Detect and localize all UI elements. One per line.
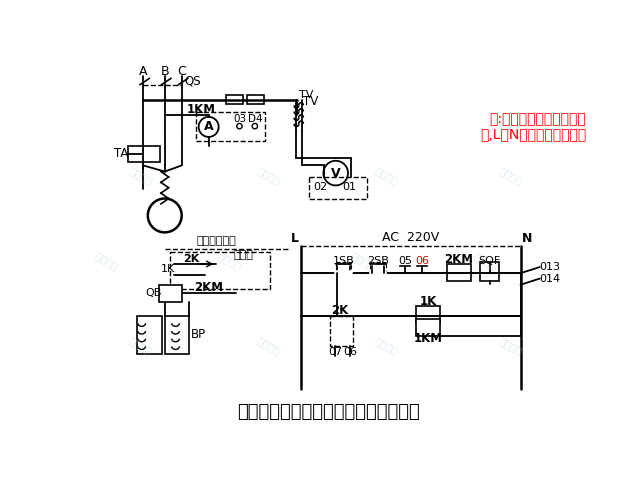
Circle shape [237,123,242,129]
Text: 源创电气: 源创电气 [127,336,154,357]
Bar [416,306,440,323]
Text: B: B [161,65,169,78]
Text: 02: 02 [313,182,328,192]
Text: A: A [204,120,214,133]
Text: 013: 013 [540,262,560,272]
Text: N: N [522,232,532,245]
Text: 03: 03 [233,114,246,124]
Text: 源创电气: 源创电气 [497,165,524,186]
Bar [336,263,351,273]
Bar [247,95,264,104]
Bar [227,95,243,104]
Bar [481,263,499,281]
Text: 1KM: 1KM [186,103,216,116]
Text: 进相器: 进相器 [234,251,253,261]
Bar [137,315,162,354]
Text: 1K: 1K [419,295,436,308]
Bar [371,263,386,273]
Circle shape [252,123,257,129]
Text: 源创电气: 源创电气 [374,336,401,357]
Text: 源创电气: 源创电气 [255,336,282,357]
Text: 014: 014 [539,274,561,284]
Text: 源创电气: 源创电气 [349,250,376,272]
Text: SQF: SQF [479,256,501,266]
Text: 01: 01 [342,182,356,192]
Circle shape [323,161,348,185]
Text: 2K: 2K [331,304,348,317]
Text: 1SB: 1SB [333,256,355,266]
Text: AC  220V: AC 220V [382,230,439,243]
Text: D4: D4 [248,114,262,124]
Text: 进相器工作原理电机电气控制线路简图: 进相器工作原理电机电气控制线路简图 [237,403,419,421]
Bar [308,177,367,199]
Bar [170,252,270,289]
Text: C: C [177,65,186,78]
Text: 1K: 1K [161,264,175,275]
Text: 2KM: 2KM [194,280,223,294]
Text: 源创电气: 源创电气 [472,250,499,272]
Text: QS: QS [184,74,201,87]
Text: 07: 07 [328,347,343,357]
Text: QB: QB [146,288,162,298]
Bar [128,146,160,162]
Circle shape [148,199,182,232]
Text: V: V [331,167,340,180]
Text: 件,L、N为图中变频主回路: 件,L、N为图中变频主回路 [481,128,587,142]
Text: A: A [139,65,147,78]
Bar [159,285,182,302]
Text: 源创电气: 源创电气 [374,165,401,186]
Bar [416,319,440,336]
Bar [196,111,265,141]
Text: 05: 05 [398,256,412,266]
Text: 2KM: 2KM [444,253,474,266]
Text: TA: TA [115,147,129,160]
Text: 源创电气: 源创电气 [93,250,120,272]
Text: 源创电气: 源创电气 [497,336,524,357]
Circle shape [198,117,219,137]
Text: 源创电气: 源创电气 [216,250,243,272]
Text: 源创电气: 源创电气 [255,165,282,186]
Text: TV: TV [300,90,314,100]
Text: 注:虚框内为进相器柜中元: 注:虚框内为进相器柜中元 [490,112,586,126]
Text: 源创电气: 源创电气 [127,165,154,186]
Text: TV: TV [303,95,319,108]
Text: 1KM: 1KM [413,332,443,345]
Bar [164,315,189,354]
Bar [447,264,471,281]
Text: 2K: 2K [183,253,199,264]
Text: 去变频主回路: 去变频主回路 [196,236,236,246]
Bar [330,315,353,347]
Text: BP: BP [191,328,206,341]
Text: 2SB: 2SB [367,256,389,266]
Text: 06: 06 [415,256,429,266]
Text: L: L [291,232,299,245]
Text: 06: 06 [343,347,357,357]
